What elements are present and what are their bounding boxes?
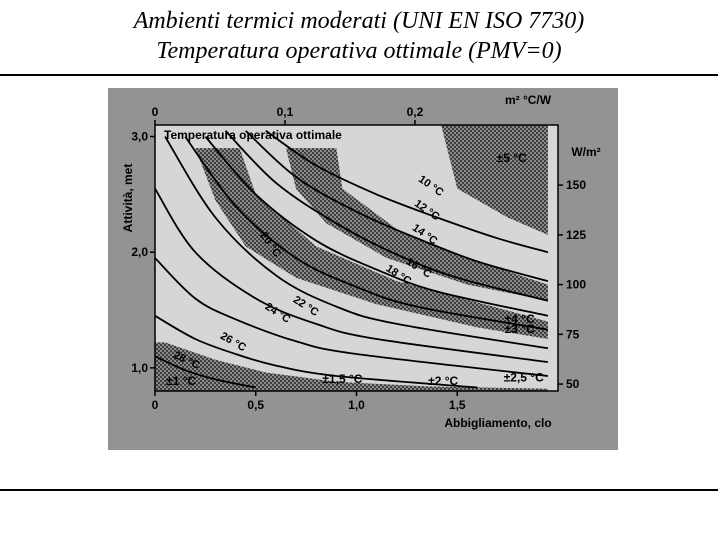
x-secondary-axis-title: m² °C/W xyxy=(505,93,552,107)
x-tick-label: 0,5 xyxy=(247,398,264,412)
x-tick-label: 0 xyxy=(152,398,159,412)
y-secondary-tick-label: 150 xyxy=(566,178,586,192)
comfort-chart: 0 0,5 1,0 1,5 0 0,1 0,2 1,0 2,0 3,0 50 75 100 125 150 A… xyxy=(108,88,618,450)
isotherm-curve-8 xyxy=(155,257,549,377)
title-line-2: Temperatura operativa ottimale (PMV=0) xyxy=(156,38,562,64)
slide-title: Ambienti termici moderati (UNI EN ISO 77… xyxy=(0,6,718,66)
tolerance-band-4 xyxy=(155,342,548,391)
tolerance-band-1 xyxy=(441,125,548,235)
x-tick-label: 1,0 xyxy=(348,398,365,412)
x-tick-label: 1,5 xyxy=(449,398,466,412)
y-secondary-axis-title: W/m² xyxy=(571,145,600,159)
isotherm-curve-4 xyxy=(204,136,549,317)
tolerance-label: ±3 °C xyxy=(505,322,535,336)
isotherm-curve-2 xyxy=(245,130,549,282)
y-secondary-tick-label: 50 xyxy=(566,377,580,391)
isotherm-curve-10 xyxy=(155,355,256,389)
chart-title: Temperatura operativa ottimale xyxy=(164,128,342,142)
tolerance-label: ±1 °C xyxy=(166,374,196,388)
isotherm-curve-6 xyxy=(164,136,549,350)
tolerance-label: ±5 °C xyxy=(497,151,527,165)
tolerance-label: ±1,5 °C xyxy=(322,372,362,386)
x-secondary-tick-label: 0,1 xyxy=(277,105,294,119)
tolerance-label: ±2,5 °C xyxy=(504,371,544,385)
x-secondary-tick-label: 0 xyxy=(152,105,159,119)
bottom-divider xyxy=(0,489,718,491)
x-axis-title: Abbigliamento, clo xyxy=(444,416,551,430)
tolerance-label: ±4 °C xyxy=(505,312,535,326)
y-secondary-tick-label: 75 xyxy=(566,327,580,341)
y-tick-label: 2,0 xyxy=(131,245,148,259)
top-divider xyxy=(0,74,718,76)
y-secondary-tick-label: 100 xyxy=(566,278,586,292)
tolerance-label: ±2 °C xyxy=(428,374,458,388)
y-tick-label: 3,0 xyxy=(131,130,148,144)
y-tick-label: 1,0 xyxy=(131,361,148,375)
y-secondary-tick-label: 125 xyxy=(566,228,586,242)
isotherm-curve-7 xyxy=(155,188,549,363)
isotherm-curve-3 xyxy=(224,130,549,302)
isotherm-curve-5 xyxy=(184,136,549,331)
x-secondary-tick-label: 0,2 xyxy=(407,105,424,119)
y-axis-title: Attività, met xyxy=(121,164,135,233)
title-line-1: Ambienti termici moderati (UNI EN ISO 77… xyxy=(133,8,585,34)
isotherm-curve-1 xyxy=(265,130,549,254)
isotherm-curve-9 xyxy=(155,315,478,389)
